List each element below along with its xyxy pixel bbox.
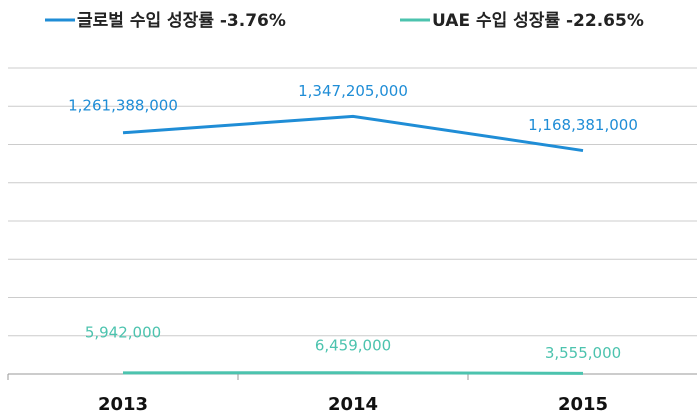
legend-label: 글로벌 수입 성장률 -3.76% (77, 11, 286, 31)
series-line (122, 114, 584, 153)
data-label: 1,347,205,000 (298, 82, 408, 100)
data-label: 3,555,000 (545, 344, 621, 362)
x-tick-label: 2015 (558, 394, 608, 415)
x-tick-label: 2013 (98, 394, 148, 415)
data-label: 5,942,000 (85, 323, 161, 341)
legend-label: UAE 수입 성장률 -22.65% (432, 11, 644, 31)
data-label: 1,261,388,000 (68, 96, 178, 114)
series-line (122, 371, 584, 375)
x-tick-label: 2014 (328, 394, 378, 415)
data-label: 6,459,000 (315, 336, 391, 354)
data-label: 1,168,381,000 (528, 116, 638, 134)
